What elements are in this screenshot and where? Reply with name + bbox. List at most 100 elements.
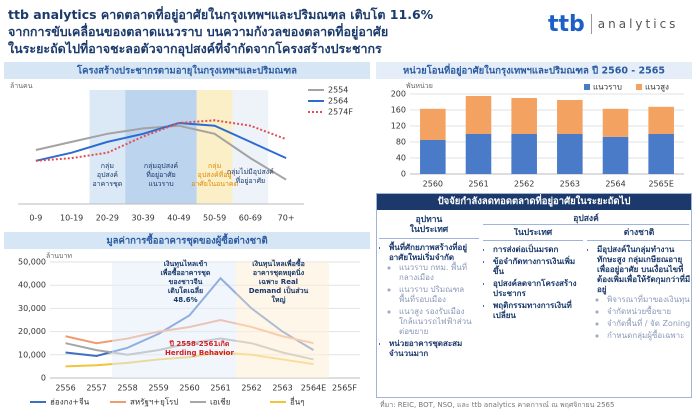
bar-segment xyxy=(420,108,446,140)
y-tick-label: 120 xyxy=(391,122,406,131)
y-tick-label: 0 xyxy=(41,374,46,383)
x-tick-label: 2561 xyxy=(468,180,488,189)
y-tick-label: 40 xyxy=(396,154,406,163)
annotation: 48.6% xyxy=(173,296,197,304)
legend-label: ฮ่องกง+จีน xyxy=(50,398,90,407)
y-tick-label: 50,000 xyxy=(18,258,46,267)
bar-segment xyxy=(648,134,674,174)
legend-label: เอเชีย xyxy=(210,398,230,407)
sub-list: แนวราบ กทม. พื้นที่กลางเมืองแนวราบ ปริมณ… xyxy=(389,263,479,337)
bullet: อุปสงค์ลดจากโครงสร้างประชากร xyxy=(493,279,583,299)
legend-label: 2554 xyxy=(328,86,348,95)
logo: ttb analytics xyxy=(548,10,678,38)
sub-bullet: จำกัดหน่วยซื้อขาย xyxy=(607,307,691,317)
y-tick-label: 40,000 xyxy=(18,281,46,290)
sub-bullet: จำกัดพื้นที่ / จัด Zoning xyxy=(607,319,691,329)
panel-banner xyxy=(4,62,370,79)
bar-segment xyxy=(557,100,583,134)
annotation: ที่อยู่อาศัย xyxy=(146,170,176,179)
legend-swatch xyxy=(584,84,590,90)
subheading: ในประเทศ xyxy=(483,228,583,241)
headline-line: ในระยะถัดไปที่อาจชะลอตัวจากอุปสงค์ที่จำก… xyxy=(8,41,382,56)
panel-banner xyxy=(376,62,692,79)
bar-segment xyxy=(648,106,674,134)
sub-bullet: กำหนดกลุ่มผู้ซื้อเฉพาะ xyxy=(607,331,691,341)
annotation: อาคารชุด xyxy=(92,180,122,188)
chart-title: โครงสร้างประชากรตามอายุในกรุงเทพฯและปริม… xyxy=(76,65,297,77)
x-tick-label: 2556 xyxy=(55,384,75,393)
annotation: อุปสงค์ที่อยู่ xyxy=(198,170,232,179)
x-tick-label: 2558 xyxy=(117,384,137,393)
x-tick-label: 2564E xyxy=(301,384,326,393)
x-tick-label: 2564 xyxy=(605,180,625,189)
supply-heading: อุปทาน ในประเทศ xyxy=(379,212,479,239)
bullet: การส่งต่อเป็นมรดก xyxy=(493,245,583,255)
x-tick-label: 2560 xyxy=(179,384,199,393)
logo-text: analytics xyxy=(597,17,679,31)
legend-swatch xyxy=(636,84,642,90)
headline-line: ttb analytics คาดตลาดที่อยู่อาศัยในกรุงเ… xyxy=(8,7,434,22)
list: การส่งต่อเป็นมรดกข้อจำกัดทางการเงินเพิ่ม… xyxy=(483,245,583,321)
annotation: กลุ่มอุปสงค์ xyxy=(144,162,178,170)
legend-label: สหรัฐฯ+ยุโรป xyxy=(130,397,178,407)
bar-segment xyxy=(557,134,583,174)
foreign-buyer-chart: มูลค่าการซื้ออาคารชุดของผู้ซื้อต่างชาติล… xyxy=(4,232,370,407)
headline-line: จากการขับเคลื่อนของตลาดแนวราบ บนความกังว… xyxy=(8,24,389,39)
bullet: พฤติกรรมทางการเงินที่เปลี่ยน xyxy=(493,301,583,321)
highlight-band xyxy=(125,90,197,204)
factors-panel: ปัจจัยกำลังลดทอดตลาดที่อยู่อาศัยในระยะถั… xyxy=(376,193,692,398)
demand-heading: อุปสงค์ xyxy=(483,214,689,225)
legend-label: แนวราบ xyxy=(593,83,622,92)
bullet-text: พฤติกรรมทางการเงินที่เปลี่ยน xyxy=(493,301,572,320)
logo-mark: ttb xyxy=(548,11,585,37)
panel-banner xyxy=(4,232,370,249)
x-tick-label: 60-69 xyxy=(239,214,262,223)
bullet: พื้นที่ศักยภาพสร้างที่อยู่อาศัยใหม่เริ่ม… xyxy=(389,243,479,337)
subheading: ในประเทศ xyxy=(409,225,449,235)
highlight-band xyxy=(196,90,233,204)
domestic-column: ในประเทศ การส่งต่อเป็นมรดกข้อจำกัดทางการ… xyxy=(483,228,583,391)
foreign-column: ต่างชาติ มีอุปสงค์ในกลุ่มทำงานทักษะสูง ก… xyxy=(587,228,691,391)
heading: อุปทาน xyxy=(415,215,443,225)
chart-title: หน่วยโอนที่อยู่อาศัยในกรุงเทพฯและปริมณฑล… xyxy=(403,63,665,78)
annotation: กลุ่มไม่มีอุปสงค์ xyxy=(227,167,274,176)
transfer-chart: หน่วยโอนที่อยู่อาศัยในกรุงเทพฯและปริมณฑล… xyxy=(376,62,692,189)
bar-segment xyxy=(511,98,537,134)
population-chart: โครงสร้างประชากรตามอายุในกรุงเทพฯและปริม… xyxy=(4,62,370,223)
sub-bullet: แนวราบ กทม. พื้นที่กลางเมือง xyxy=(399,263,479,283)
x-tick-label: 2557 xyxy=(86,384,106,393)
annotation: ของชาวจีน xyxy=(169,278,203,286)
bullet-text: ข้อจำกัดทางการเงินเพิ่มขึ้น xyxy=(493,257,576,276)
y-tick-label: 200 xyxy=(391,90,406,99)
x-tick-label: 40-49 xyxy=(167,214,190,223)
y-tick-label: 160 xyxy=(391,106,406,115)
bar-segment xyxy=(465,96,492,134)
annotation: เพื่อซื้ออาคารชุด xyxy=(161,266,211,277)
y-tick-label: 10,000 xyxy=(18,350,46,359)
bullet-text: มีอุปสงค์ในกลุ่มทำงานทักษะสูง กลุ่มเกษีย… xyxy=(597,245,691,294)
y-axis-label: ล้านบาท xyxy=(46,252,72,260)
y-tick-label: 80 xyxy=(396,138,406,147)
bar-segment xyxy=(420,140,446,174)
annotation: กลุ่ม xyxy=(208,162,221,170)
bullet-text: การส่งต่อเป็นมรดก xyxy=(493,245,559,254)
highlight-band xyxy=(112,262,236,378)
y-tick-label: 30,000 xyxy=(18,304,46,313)
bullet-text: พื้นที่ศักยภาพสร้างที่อยู่อาศัยใหม่เริ่ม… xyxy=(389,243,468,262)
list: พื้นที่ศักยภาพสร้างที่อยู่อาศัยใหม่เริ่ม… xyxy=(379,243,479,359)
annotation: ปี 2558-2561เกิด xyxy=(168,340,230,348)
y-tick-label: 20,000 xyxy=(18,327,46,336)
bar-segment xyxy=(465,134,492,174)
x-tick-label: 2563 xyxy=(272,384,292,393)
subheading: ต่างชาติ xyxy=(587,228,691,241)
y-axis-label: พันหน่วย xyxy=(406,82,433,90)
y-axis-label: ล้านคน xyxy=(10,82,33,90)
x-tick-label: 20-29 xyxy=(96,214,119,223)
bullet: มีอุปสงค์ในกลุ่มทำงานทักษะสูง กลุ่มเกษีย… xyxy=(597,245,691,341)
bullet-list: การส่งต่อเป็นมรดกข้อจำกัดทางการเงินเพิ่ม… xyxy=(483,245,583,321)
bullet: หน่วยอาคารชุดสะสมจำนวนมาก xyxy=(389,339,479,359)
source: ที่มา: REIC, BOT, NSO, และ ttb analytics… xyxy=(380,401,615,409)
chart-title: มูลค่าการซื้ออาคารชุดของผู้ซื้อต่างชาติ xyxy=(106,233,267,248)
list: มีอุปสงค์ในกลุ่มทำงานทักษะสูง กลุ่มเกษีย… xyxy=(587,245,691,341)
